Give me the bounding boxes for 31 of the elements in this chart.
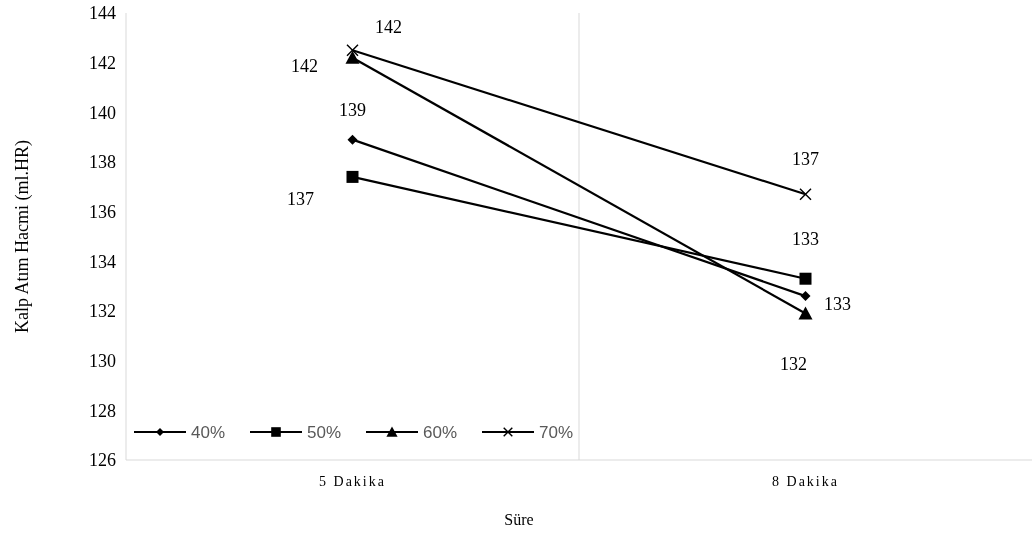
x-tick-label: 8 Dakika xyxy=(772,474,839,489)
y-tick-label: 134 xyxy=(89,251,116,272)
point xyxy=(347,134,358,145)
y-tick-label: 132 xyxy=(89,301,116,322)
point xyxy=(799,272,812,285)
y-tick-label: 144 xyxy=(89,3,116,24)
legend-label: 60% xyxy=(423,422,458,442)
x-axis-title: Süre xyxy=(504,511,534,528)
point xyxy=(346,170,359,183)
point xyxy=(800,291,811,302)
legend-label: 50% xyxy=(307,422,342,442)
y-tick-label: 138 xyxy=(89,152,116,173)
x-tick-label: 5 Dakika xyxy=(319,474,386,489)
legend-label: 70% xyxy=(539,422,574,442)
data-label: 142 xyxy=(375,16,402,37)
y-tick-label: 142 xyxy=(89,52,116,73)
y-tick-label: 128 xyxy=(89,400,116,421)
data-label: 139 xyxy=(339,99,366,120)
data-label: 142 xyxy=(291,56,318,76)
data-label: 132 xyxy=(780,353,807,374)
data-label: 133 xyxy=(792,229,819,250)
y-tick-label: 136 xyxy=(89,201,116,222)
y-tick-label: 126 xyxy=(89,450,116,471)
data-label: 137 xyxy=(792,148,819,169)
legend-label: 40% xyxy=(191,422,226,442)
y-tick-label: 140 xyxy=(89,102,116,123)
data-label: 133 xyxy=(824,294,851,315)
y-axis-title: Kalp Atım Hacmi (ml.HR) xyxy=(12,140,33,333)
data-label: 137 xyxy=(287,189,314,210)
point xyxy=(799,188,812,201)
y-tick-label: 130 xyxy=(89,350,116,371)
